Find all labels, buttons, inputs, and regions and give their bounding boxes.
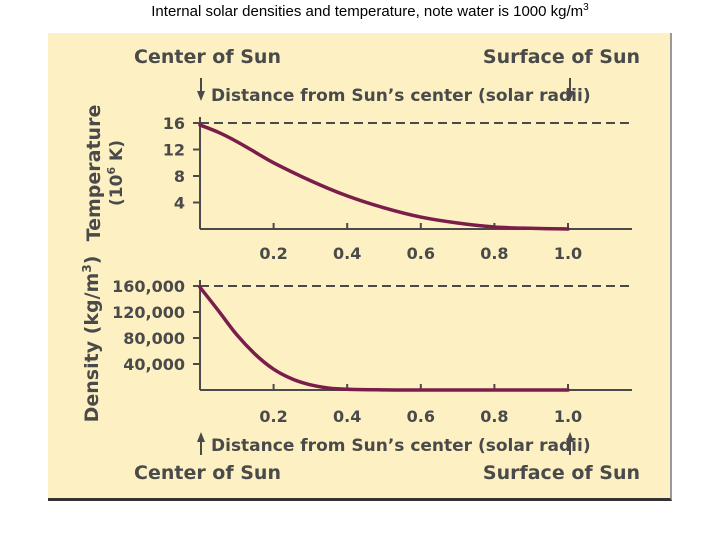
slide-title-sup: 3 (583, 2, 589, 13)
top-right-arrow-icon (566, 78, 574, 101)
temperature-y-tick-label: 12 (163, 141, 185, 160)
density-y-tick-label: 120,000 (112, 303, 185, 322)
bottom-right-arrow-icon (566, 432, 574, 455)
temperature-x-tick-label: 0.8 (480, 244, 508, 263)
density-y-tick-label: 160,000 (112, 277, 185, 296)
density-x-tick-label: 0.4 (333, 407, 361, 426)
bottom-surface-of-sun-label: Surface of Sun (483, 462, 640, 484)
temperature-axis-title: Temperature (106 K) (83, 105, 127, 242)
temperature-series-line (198, 123, 570, 231)
density-x-tick-label: 1.0 (554, 407, 582, 426)
chart-svg: Center of Sun Surface of Sun Distance fr… (80, 46, 640, 484)
density-y-tick-label: 80,000 (123, 329, 185, 348)
density-x-tick-label: 0.6 (407, 407, 435, 426)
slide-title: Internal solar densities and temperature… (0, 2, 720, 20)
top-center-of-sun-label: Center of Sun (134, 46, 281, 68)
figure-panel: Center of Sun Surface of Sun Distance fr… (48, 33, 672, 501)
density-series-line (198, 285, 570, 392)
temperature-axis-main: Temperature (83, 105, 105, 242)
temperature-x-tick-label: 0.6 (407, 244, 435, 263)
bottom-left-arrow-icon (197, 432, 205, 455)
top-surface-of-sun-label: Surface of Sun (483, 46, 640, 68)
temperature-x-tick-label: 0.4 (333, 244, 361, 263)
temperature-y-tick-label: 8 (174, 167, 185, 186)
temperature-axis-unit: (106 K) (105, 140, 127, 206)
bottom-x-axis-title: Distance from Sun’s center (solar radii) (211, 436, 591, 456)
plots-group: 16 12 8 4 0.2 0.4 0.6 0.8 1.0 160,000 120,000 80,00… (112, 114, 632, 426)
density-axis-title: Density (kg/m3) (80, 256, 103, 423)
top-x-axis-title: Distance from Sun’s center (solar radii) (211, 86, 591, 106)
density-y-tick-label: 40,000 (123, 355, 185, 374)
density-x-tick-label: 0.8 (480, 407, 508, 426)
temperature-x-tick-label: 1.0 (554, 244, 582, 263)
top-left-arrow-icon (197, 78, 205, 101)
temperature-y-tick-label: 4 (174, 194, 185, 213)
slide-title-text: Internal solar densities and temperature… (151, 3, 584, 20)
density-axis-main: Density (kg/m3) (80, 256, 103, 423)
density-x-tick-label: 0.2 (259, 407, 287, 426)
temperature-y-tick-label: 16 (163, 114, 185, 133)
bottom-center-of-sun-label: Center of Sun (134, 462, 281, 484)
temperature-x-tick-label: 0.2 (259, 244, 287, 263)
